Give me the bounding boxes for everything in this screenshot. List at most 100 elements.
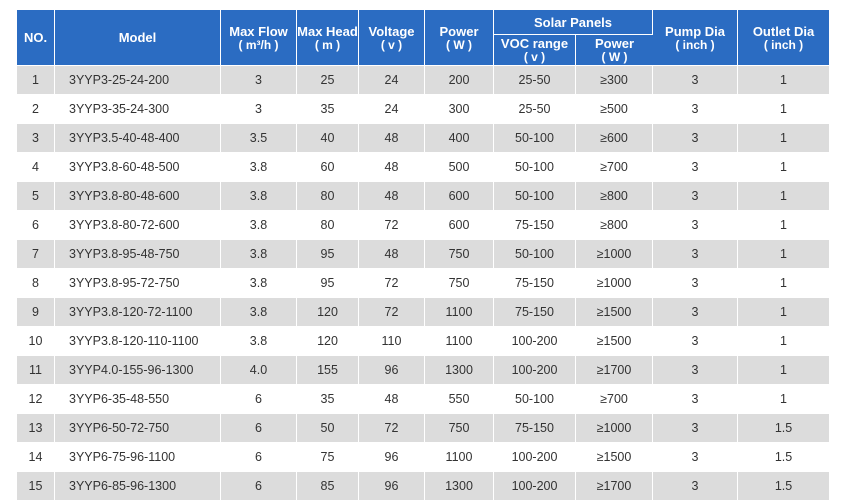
- header-voltage-label: Voltage: [368, 23, 415, 39]
- cell-max-head: 25: [297, 66, 359, 95]
- cell-voc-range: 75-150: [494, 414, 576, 443]
- cell-solar-power: ≥500: [576, 95, 654, 124]
- cell-pump-dia: 3: [653, 124, 739, 153]
- cell-model: 3YYP6-50-72-750: [55, 414, 221, 443]
- table-row: 15 3YYP6-85-96-1300 6 85 96 1300 100-200 ≥1700 3…: [17, 472, 830, 501]
- cell-outlet-dia: 1.5: [738, 414, 830, 443]
- cell-max-head: 155: [297, 356, 359, 385]
- cell-solar-power: ≥1700: [576, 472, 654, 501]
- cell-voc-range: 50-100: [494, 240, 576, 269]
- cell-pump-dia: 3: [653, 95, 739, 124]
- cell-pump-dia: 3: [653, 182, 739, 211]
- cell-power: 1300: [425, 356, 494, 385]
- header-voltage-unit: ( v ): [380, 37, 403, 52]
- cell-no: 8: [17, 269, 55, 298]
- cell-power: 750: [425, 269, 494, 298]
- cell-no: 7: [17, 240, 55, 269]
- cell-voltage: 72: [359, 269, 425, 298]
- cell-no: 11: [17, 356, 55, 385]
- cell-model: 3YYP6-35-48-550: [55, 385, 221, 414]
- cell-no: 12: [17, 385, 55, 414]
- table-row: 12 3YYP6-35-48-550 6 35 48 550 50-100 ≥700 3 1: [17, 385, 830, 414]
- cell-model: 3YYP3-25-24-200: [55, 66, 221, 95]
- cell-max-flow: 6: [221, 414, 297, 443]
- cell-outlet-dia: 1: [738, 95, 830, 124]
- cell-model: 3YYP3.8-95-48-750: [55, 240, 221, 269]
- table-row: 14 3YYP6-75-96-1100 6 75 96 1100 100-200 ≥1500 3…: [17, 443, 830, 472]
- cell-voc-range: 100-200: [494, 356, 576, 385]
- header-outlet-dia-unit: ( inch ): [763, 37, 804, 52]
- cell-solar-power: ≥700: [576, 153, 654, 182]
- cell-outlet-dia: 1: [738, 153, 830, 182]
- cell-voltage: 24: [359, 95, 425, 124]
- table-row: 5 3YYP3.8-80-48-600 3.8 80 48 600 50-100 ≥800 3 1: [17, 182, 830, 211]
- cell-voc-range: 50-100: [494, 124, 576, 153]
- cell-model: 3YYP3.8-120-72-1100: [55, 298, 221, 327]
- cell-model: 3YYP3.8-60-48-500: [55, 153, 221, 182]
- cell-no: 3: [17, 124, 55, 153]
- header-voc-range: VOC range ( v ): [494, 35, 576, 66]
- cell-max-flow: 3.8: [221, 211, 297, 240]
- cell-max-flow: 3.8: [221, 298, 297, 327]
- cell-model: 3YYP3.5-40-48-400: [55, 124, 221, 153]
- cell-model: 3YYP3.8-80-48-600: [55, 182, 221, 211]
- cell-max-flow: 3: [221, 95, 297, 124]
- cell-pump-dia: 3: [653, 356, 739, 385]
- cell-voc-range: 75-150: [494, 269, 576, 298]
- header-outlet-dia: Outlet Dia ( inch ): [738, 10, 830, 66]
- header-max-head-unit: ( m ): [314, 37, 341, 52]
- cell-power: 750: [425, 414, 494, 443]
- cell-pump-dia: 3: [653, 414, 739, 443]
- cell-power: 400: [425, 124, 494, 153]
- cell-voltage: 48: [359, 240, 425, 269]
- header-no: NO.: [17, 10, 55, 66]
- cell-outlet-dia: 1: [738, 298, 830, 327]
- cell-power: 200: [425, 66, 494, 95]
- cell-power: 600: [425, 211, 494, 240]
- cell-voc-range: 100-200: [494, 443, 576, 472]
- header-pump-dia: Pump Dia ( inch ): [653, 10, 739, 66]
- cell-pump-dia: 3: [653, 240, 739, 269]
- cell-model: 3YYP4.0-155-96-1300: [55, 356, 221, 385]
- cell-model: 3YYP3.8-95-72-750: [55, 269, 221, 298]
- header-model: Model: [55, 10, 221, 66]
- cell-max-flow: 6: [221, 385, 297, 414]
- cell-voltage: 72: [359, 298, 425, 327]
- cell-pump-dia: 3: [653, 211, 739, 240]
- cell-voltage: 48: [359, 182, 425, 211]
- cell-solar-power: ≥700: [576, 385, 654, 414]
- cell-no: 13: [17, 414, 55, 443]
- cell-voltage: 72: [359, 211, 425, 240]
- header-voltage: Voltage ( v ): [359, 10, 425, 66]
- cell-solar-power: ≥300: [576, 66, 654, 95]
- cell-voc-range: 25-50: [494, 66, 576, 95]
- cell-max-flow: 4.0: [221, 356, 297, 385]
- cell-power: 600: [425, 182, 494, 211]
- cell-max-head: 60: [297, 153, 359, 182]
- cell-max-head: 95: [297, 269, 359, 298]
- cell-outlet-dia: 1.5: [738, 472, 830, 501]
- table-row: 13 3YYP6-50-72-750 6 50 72 750 75-150 ≥1000 3 1.5: [17, 414, 830, 443]
- cell-pump-dia: 3: [653, 443, 739, 472]
- cell-outlet-dia: 1: [738, 182, 830, 211]
- header-max-head-label: Max Head: [297, 23, 358, 39]
- header-max-flow-label: Max Flow: [229, 23, 288, 39]
- cell-max-head: 80: [297, 211, 359, 240]
- cell-pump-dia: 3: [653, 269, 739, 298]
- cell-solar-power: ≥1500: [576, 443, 654, 472]
- cell-no: 14: [17, 443, 55, 472]
- cell-voc-range: 50-100: [494, 182, 576, 211]
- cell-power: 1100: [425, 298, 494, 327]
- header-max-head: Max Head ( m ): [297, 10, 359, 66]
- pump-spec-table: NO. Model Max Flow ( m³/h ) Max Head ( m…: [17, 10, 830, 501]
- cell-model: 3YYP3.8-120-110-1100: [55, 327, 221, 356]
- header-solar-power-label: Power: [595, 36, 635, 51]
- cell-no: 5: [17, 182, 55, 211]
- cell-model: 3YYP3-35-24-300: [55, 95, 221, 124]
- cell-voltage: 96: [359, 356, 425, 385]
- cell-max-head: 35: [297, 385, 359, 414]
- cell-voc-range: 100-200: [494, 472, 576, 501]
- cell-voltage: 48: [359, 153, 425, 182]
- cell-solar-power: ≥1500: [576, 298, 654, 327]
- cell-max-head: 50: [297, 414, 359, 443]
